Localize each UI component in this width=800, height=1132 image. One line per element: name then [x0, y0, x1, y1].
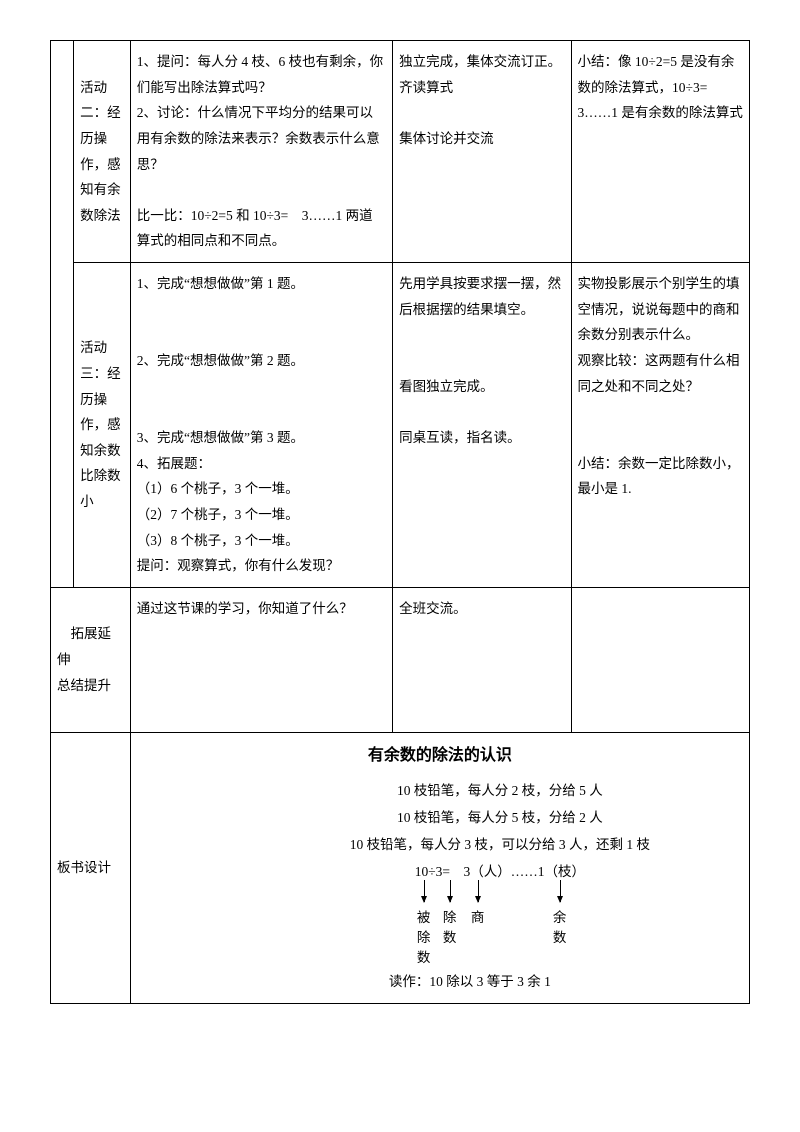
- activity2-label: 活动二：经历操作，感知有余数除法: [80, 80, 121, 223]
- arrow-icon: [450, 880, 451, 902]
- activity3-note: 实物投影展示个别学生的填空情况，说说每题中的商和余数分别表示什么。 观察比较：这…: [571, 263, 749, 588]
- board-label-cell: 板书设计: [51, 733, 131, 1004]
- activity2-content: 1、提问：每人分 4 枝、6 枝也有剩余，你们能写出除法算式吗？ 2、讨论：什么…: [130, 41, 392, 263]
- board-line3: 10 枝铅笔，每人分 3 枝，可以分给 3 人，还剩 1 枝: [257, 831, 743, 858]
- activity-label-cell: 活动三：经历操作，感知余数比除数小: [74, 263, 131, 588]
- extension-note: [571, 587, 749, 732]
- label-chu: 除: [443, 908, 457, 928]
- label-shang: 商: [471, 908, 485, 928]
- lesson-plan-table: 活动二：经历操作，感知有余数除法 1、提问：每人分 4 枝、6 枝也有剩余，你们…: [50, 40, 750, 1004]
- arrow-icon: [478, 880, 479, 902]
- table-row: 板书设计 有余数的除法的认识 10 枝铅笔，每人分 2 枝，分给 5 人 10 …: [51, 733, 750, 1004]
- formula-text: 10÷3= 3（人）……1（枝）: [350, 858, 650, 885]
- arrow-icon: [560, 880, 561, 902]
- extension-label-cell: 拓展延伸 总结提升: [51, 587, 131, 732]
- label-yu: 余: [553, 908, 567, 928]
- activity2-note: 小结：像 10÷2=5 是没有余数的除法算式，10÷3= 3……1 是有余数的除…: [571, 41, 749, 263]
- label-bei: 被: [417, 908, 431, 928]
- label-shu1: 数: [443, 928, 457, 948]
- left-spine-cell: [51, 41, 74, 588]
- table-row: 活动三：经历操作，感知余数比除数小 1、完成“想想做做”第 1 题。 2、完成“…: [51, 263, 750, 588]
- board-read: 读作：10 除以 3 等于 3 余 1: [257, 968, 743, 995]
- board-line2: 10 枝铅笔，每人分 5 枝，分给 2 人: [257, 804, 743, 831]
- activity3-content: 1、完成“想想做做”第 1 题。 2、完成“想想做做”第 2 题。 3、完成“想…: [130, 263, 392, 588]
- board-content-cell: 有余数的除法的认识 10 枝铅笔，每人分 2 枝，分给 5 人 10 枝铅笔，每…: [130, 733, 749, 1004]
- extension-student: 全班交流。: [393, 587, 571, 732]
- board-line1: 10 枝铅笔，每人分 2 枝，分给 5 人: [257, 777, 743, 804]
- board-title: 有余数的除法的认识: [137, 741, 743, 771]
- table-row: 拓展延伸 总结提升 通过这节课的学习，你知道了什么？ 全班交流。: [51, 587, 750, 732]
- label-shu2: 数: [553, 928, 567, 948]
- activity-label-cell: 活动二：经历操作，感知有余数除法: [74, 41, 131, 263]
- label-chu2: 除: [417, 928, 431, 948]
- activity3-label: 活动三：经历操作，感知余数比除数小: [80, 340, 121, 509]
- activity3-student: 先用学具按要求摆一摆，然后根据摆的结果填空。 看图独立完成。 同桌互读，指名读。: [393, 263, 571, 588]
- label-shu3: 数: [417, 948, 431, 968]
- arrow-icon: [424, 880, 425, 902]
- formula-diagram: 10÷3= 3（人）……1（枝） 被 除 商 余 除 数 数 数: [350, 858, 650, 968]
- extension-content: 通过这节课的学习，你知道了什么？: [130, 587, 392, 732]
- table-row: 活动二：经历操作，感知有余数除法 1、提问：每人分 4 枝、6 枝也有剩余，你们…: [51, 41, 750, 263]
- activity2-student: 独立完成，集体交流订正。齐读算式 集体讨论并交流: [393, 41, 571, 263]
